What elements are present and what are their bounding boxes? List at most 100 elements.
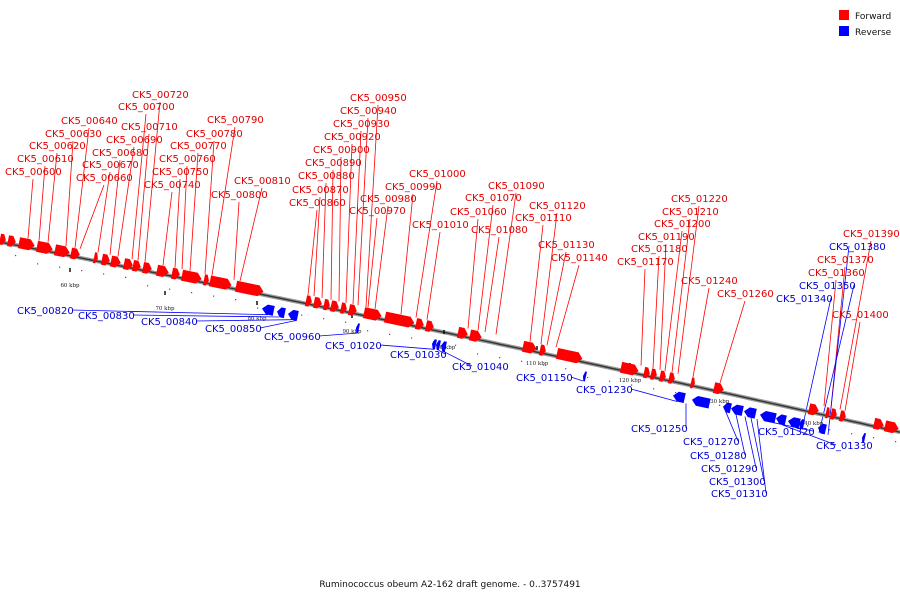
gene-label-ck5-01370[interactable]: CK5_01370 xyxy=(817,255,874,266)
gene-label-ck5-01280[interactable]: CK5_01280 xyxy=(690,451,747,462)
gene-label-ck5-01380[interactable]: CK5_01380 xyxy=(829,242,886,253)
gene-label-ck5-01180[interactable]: CK5_01180 xyxy=(631,244,688,255)
forward-gene[interactable] xyxy=(538,344,547,356)
forward-gene[interactable] xyxy=(347,304,358,316)
reverse-gene[interactable] xyxy=(798,419,805,430)
forward-gene[interactable] xyxy=(208,275,233,291)
gene-label-ck5-01110[interactable]: CK5_01110 xyxy=(515,213,572,224)
forward-gene[interactable] xyxy=(658,370,667,382)
forward-gene[interactable] xyxy=(100,253,111,266)
forward-gene[interactable] xyxy=(414,318,425,330)
forward-gene[interactable] xyxy=(0,233,7,246)
forward-gene[interactable] xyxy=(322,298,331,311)
gene-label-ck5-00800[interactable]: CK5_00800 xyxy=(211,190,268,201)
gene-label-ck5-00900[interactable]: CK5_00900 xyxy=(313,145,370,156)
gene-label-ck5-01140[interactable]: CK5_01140 xyxy=(551,253,608,264)
gene-label-ck5-00830[interactable]: CK5_00830 xyxy=(78,311,135,322)
reverse-gene[interactable] xyxy=(861,433,867,444)
gene-label-ck5-01170[interactable]: CK5_01170 xyxy=(617,257,674,268)
forward-gene[interactable] xyxy=(807,403,820,416)
gene-label-ck5-01340[interactable]: CK5_01340 xyxy=(776,294,833,305)
forward-gene[interactable] xyxy=(35,240,54,255)
forward-gene[interactable] xyxy=(339,302,348,314)
forward-gene[interactable] xyxy=(141,262,153,275)
reverse-gene[interactable] xyxy=(759,410,777,424)
gene-label-ck5-00760[interactable]: CK5_00760 xyxy=(159,154,216,165)
gene-label-ck5-01220[interactable]: CK5_01220 xyxy=(671,194,728,205)
gene-label-ck5-00610[interactable]: CK5_00610 xyxy=(17,154,74,165)
gene-label-ck5-01080[interactable]: CK5_01080 xyxy=(471,225,528,236)
gene-label-ck5-00630[interactable]: CK5_00630 xyxy=(45,129,102,140)
forward-gene[interactable] xyxy=(383,311,416,329)
reverse-gene[interactable] xyxy=(276,307,286,319)
gene-label-ck5-00980[interactable]: CK5_00980 xyxy=(360,194,417,205)
forward-gene[interactable] xyxy=(468,329,483,343)
reverse-gene[interactable] xyxy=(672,391,686,404)
gene-label-ck5-00780[interactable]: CK5_00780 xyxy=(186,129,243,140)
forward-gene[interactable] xyxy=(122,258,134,271)
gene-label-ck5-01350[interactable]: CK5_01350 xyxy=(799,281,856,292)
reverse-gene[interactable] xyxy=(730,404,744,416)
forward-gene[interactable] xyxy=(619,361,640,377)
gene-label-ck5-01040[interactable]: CK5_01040 xyxy=(452,362,509,373)
forward-gene[interactable] xyxy=(362,307,383,321)
reverse-gene[interactable] xyxy=(775,413,787,426)
gene-label-ck5-00870[interactable]: CK5_00870 xyxy=(292,185,349,196)
gene-label-ck5-00950[interactable]: CK5_00950 xyxy=(350,93,407,104)
reverse-gene[interactable] xyxy=(787,416,801,429)
gene-label-ck5-00840[interactable]: CK5_00840 xyxy=(141,317,198,328)
gene-label-ck5-01240[interactable]: CK5_01240 xyxy=(681,276,738,287)
forward-gene[interactable] xyxy=(131,260,142,272)
gene-label-ck5-01250[interactable]: CK5_01250 xyxy=(631,424,688,435)
gene-label-ck5-00990[interactable]: CK5_00990 xyxy=(385,182,442,193)
gene-label-ck5-00750[interactable]: CK5_00750 xyxy=(152,167,209,178)
gene-label-ck5-00660[interactable]: CK5_00660 xyxy=(76,173,133,184)
gene-label-ck5-00810[interactable]: CK5_00810 xyxy=(234,176,291,187)
forward-gene[interactable] xyxy=(521,340,538,355)
gene-label-ck5-00970[interactable]: CK5_00970 xyxy=(349,206,406,217)
gene-label-ck5-00670[interactable]: CK5_00670 xyxy=(82,160,139,171)
forward-gene[interactable] xyxy=(170,267,181,280)
forward-gene[interactable] xyxy=(312,296,323,309)
gene-label-ck5-01120[interactable]: CK5_01120 xyxy=(529,201,586,212)
forward-gene[interactable] xyxy=(202,274,210,286)
reverse-gene[interactable] xyxy=(435,340,441,351)
gene-label-ck5-00960[interactable]: CK5_00960 xyxy=(264,332,321,343)
gene-label-ck5-00770[interactable]: CK5_00770 xyxy=(170,141,227,152)
forward-gene[interactable] xyxy=(712,382,725,395)
gene-label-ck5-01260[interactable]: CK5_01260 xyxy=(717,289,774,300)
gene-label-ck5-00600[interactable]: CK5_00600 xyxy=(5,167,62,178)
reverse-gene[interactable] xyxy=(440,341,447,352)
reverse-gene[interactable] xyxy=(355,323,360,334)
gene-label-ck5-00700[interactable]: CK5_00700 xyxy=(118,102,175,113)
forward-gene[interactable] xyxy=(69,247,81,261)
gene-label-ck5-01090[interactable]: CK5_01090 xyxy=(488,181,545,192)
forward-gene[interactable] xyxy=(649,368,658,380)
forward-gene[interactable] xyxy=(304,295,313,307)
gene-label-ck5-00740[interactable]: CK5_00740 xyxy=(144,180,201,191)
forward-gene[interactable] xyxy=(329,300,340,312)
gene-label-ck5-00710[interactable]: CK5_00710 xyxy=(121,122,178,133)
gene-label-ck5-00920[interactable]: CK5_00920 xyxy=(324,132,381,143)
gene-label-ck5-01190[interactable]: CK5_01190 xyxy=(638,232,695,243)
gene-label-ck5-00720[interactable]: CK5_00720 xyxy=(132,90,189,101)
gene-label-ck5-01060[interactable]: CK5_01060 xyxy=(450,207,507,218)
gene-label-ck5-00860[interactable]: CK5_00860 xyxy=(289,198,346,209)
forward-gene[interactable] xyxy=(456,326,469,340)
reverse-gene[interactable] xyxy=(691,395,711,409)
forward-gene[interactable] xyxy=(17,237,36,251)
forward-gene[interactable] xyxy=(92,252,99,264)
forward-gene[interactable] xyxy=(6,235,17,247)
gene-label-ck5-01230[interactable]: CK5_01230 xyxy=(576,385,633,396)
gene-label-ck5-00890[interactable]: CK5_00890 xyxy=(305,158,362,169)
gene-label-ck5-00880[interactable]: CK5_00880 xyxy=(298,171,355,182)
reverse-gene[interactable] xyxy=(261,304,275,316)
gene-label-ck5-01130[interactable]: CK5_01130 xyxy=(538,240,595,251)
gene-label-ck5-00930[interactable]: CK5_00930 xyxy=(333,119,390,130)
gene-label-ck5-01310[interactable]: CK5_01310 xyxy=(711,489,768,500)
gene-label-ck5-00620[interactable]: CK5_00620 xyxy=(29,141,86,152)
reverse-gene[interactable] xyxy=(817,423,827,435)
gene-label-ck5-00640[interactable]: CK5_00640 xyxy=(61,116,118,127)
gene-label-ck5-01400[interactable]: CK5_01400 xyxy=(832,310,889,321)
gene-label-ck5-01020[interactable]: CK5_01020 xyxy=(325,341,382,352)
